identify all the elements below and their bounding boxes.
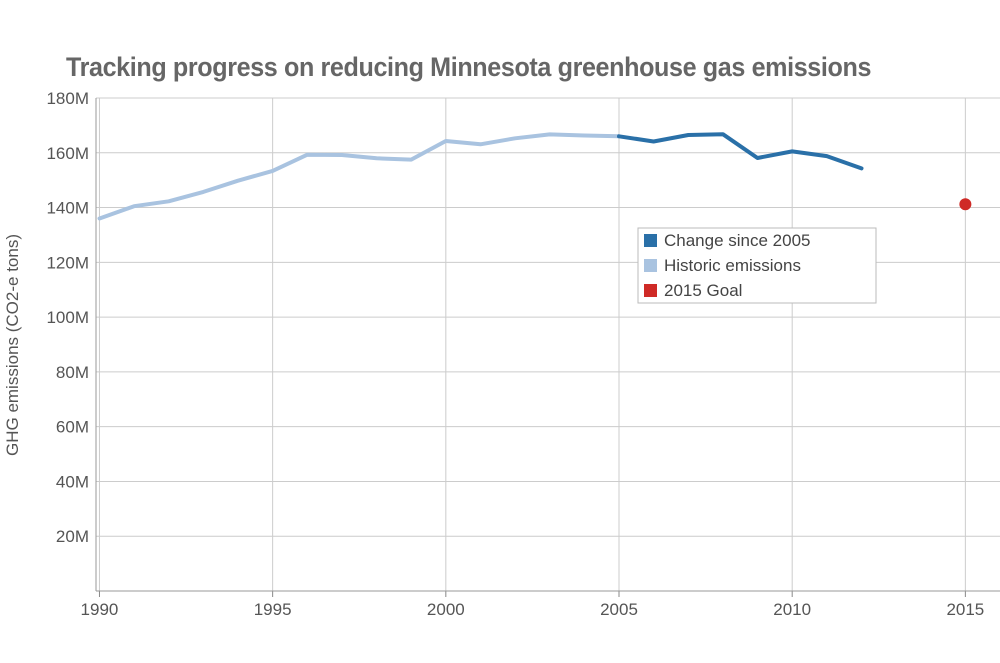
x-tick-label: 2000 xyxy=(427,600,465,619)
y-tick-label: 20M xyxy=(56,527,89,546)
legend-swatch-historic-emissions xyxy=(644,259,657,272)
y-tick-label: 180M xyxy=(46,89,89,108)
change-since-2005-line xyxy=(617,132,864,171)
x-tick-label: 2010 xyxy=(773,600,811,619)
legend-swatch-change-since-2005 xyxy=(644,234,657,247)
x-tick-label: 2015 xyxy=(946,600,984,619)
axes: GHG emissions (CO2-e tons) 20M 40M 60M 80M 1… xyxy=(3,89,1000,619)
y-tick-label: 140M xyxy=(46,199,89,218)
goal-point-2015 xyxy=(959,198,972,211)
legend-box xyxy=(637,227,877,304)
y-tick-label: 40M xyxy=(56,472,89,491)
legend-label-2015-goal: 2015 Goal xyxy=(664,281,742,300)
x-tick-label: 1995 xyxy=(254,600,292,619)
legend-label-change-since-2005: Change since 2005 xyxy=(664,231,811,250)
y-axis-title: GHG emissions (CO2-e tons) xyxy=(3,234,22,456)
y-tick-label: 80M xyxy=(56,363,89,382)
legend-swatch-2015-goal xyxy=(644,284,657,297)
y-tick-label: 160M xyxy=(46,144,89,163)
legend: Change since 2005 Historic emissions 2015 … xyxy=(637,227,877,304)
grid-lines xyxy=(96,97,1000,591)
x-tick-label: 1990 xyxy=(81,600,119,619)
legend-label-historic-emissions: Historic emissions xyxy=(664,256,801,275)
y-tick-label: 60M xyxy=(56,418,89,437)
y-tick-label: 100M xyxy=(46,308,89,327)
series xyxy=(97,132,972,221)
y-tick-label: 120M xyxy=(46,253,89,272)
historic-emissions-line xyxy=(97,132,621,221)
chart-title: Tracking progress on reducing Minnesota … xyxy=(66,52,872,82)
x-tick-label: 2005 xyxy=(600,600,638,619)
